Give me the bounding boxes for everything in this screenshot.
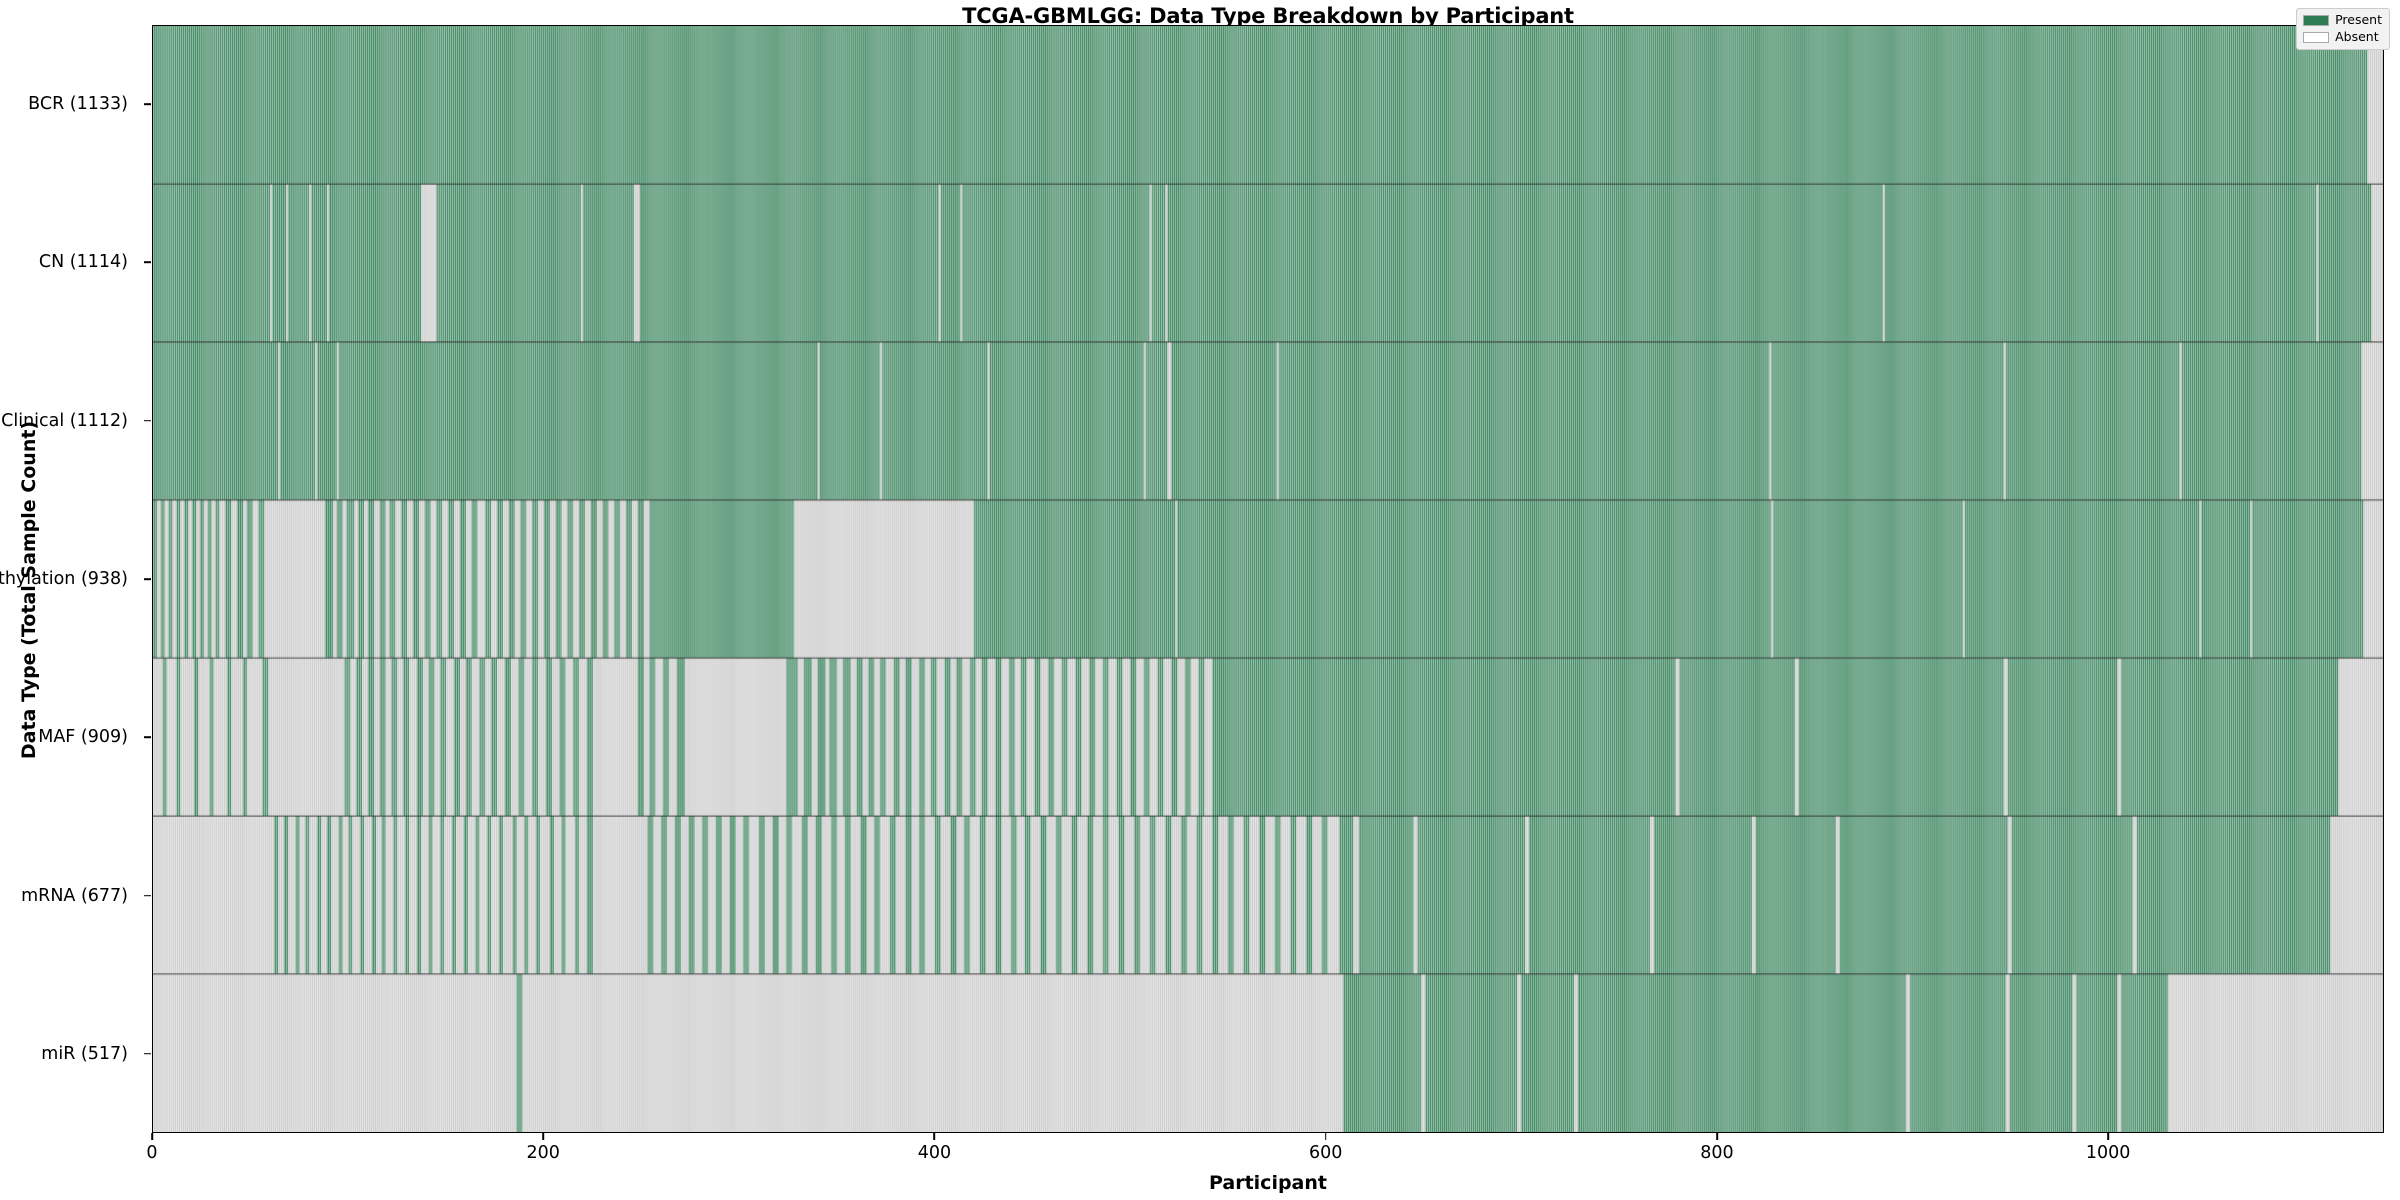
heatmap-canvas: [153, 26, 2383, 1132]
y-tick-label-cn: CN (1114): [38, 252, 128, 273]
x-tick-mark: [1716, 1133, 1718, 1140]
y-tick-mark: [144, 419, 151, 422]
y-tick-label-bcr: BCR (1133): [28, 94, 128, 115]
legend-swatch-icon: [2303, 32, 2330, 43]
y-tick-label-clinical: Clinical (1112): [1, 410, 128, 431]
x-axis-title: Participant: [1208, 1172, 1327, 1194]
x-tick-label-800: 800: [1700, 1143, 1734, 1163]
chart-legend: Present Absent: [2296, 8, 2390, 50]
y-tick-label-mrna: mRNA (677): [21, 885, 128, 906]
y-tick-mark: [144, 103, 151, 105]
x-tick-mark: [151, 1133, 153, 1140]
y-tick-mark: [144, 736, 151, 739]
legend-label: Present: [2335, 12, 2382, 28]
heatmap-plot-area: [152, 25, 2384, 1133]
y-tick-label-mir: miR (517): [41, 1043, 128, 1064]
x-tick-mark: [933, 1133, 936, 1140]
x-tick-mark: [1324, 1133, 1327, 1140]
legend-label: Absent: [2335, 29, 2379, 45]
y-tick-label-maf: MAF (909): [38, 727, 128, 748]
legend-entry-absent: Absent: [2303, 30, 2382, 45]
x-tick-label-1000: 1000: [2085, 1143, 2131, 1163]
page-title: TCGA-GBMLGG: Data Type Breakdown by Part…: [962, 4, 1574, 28]
y-tick-mark: [144, 578, 151, 580]
y-tick-mark: [144, 894, 151, 897]
x-tick-mark: [542, 1133, 545, 1140]
y-tick-mark: [144, 1053, 151, 1055]
y-axis-title: Data Type (Total Sample Count): [18, 420, 40, 760]
x-tick-label-200: 200: [526, 1143, 560, 1163]
legend-swatch-icon: [2303, 15, 2330, 26]
legend-entry-present: Present: [2303, 13, 2382, 28]
x-tick-mark: [2107, 1133, 2109, 1140]
y-tick-mark: [144, 261, 151, 264]
x-tick-label-0: 0: [146, 1143, 158, 1163]
y-axis-tick-labels: BCR (1133) CN (1114) Clinical (1112) Methyl…: [0, 25, 140, 1133]
x-tick-label-600: 600: [1309, 1143, 1343, 1163]
x-axis-tick-labels: 0 200 400 600 800 1000: [0, 1133, 2400, 1173]
y-tick-label-methylation: Methylation (938): [0, 569, 128, 589]
x-tick-label-400: 400: [917, 1143, 952, 1163]
